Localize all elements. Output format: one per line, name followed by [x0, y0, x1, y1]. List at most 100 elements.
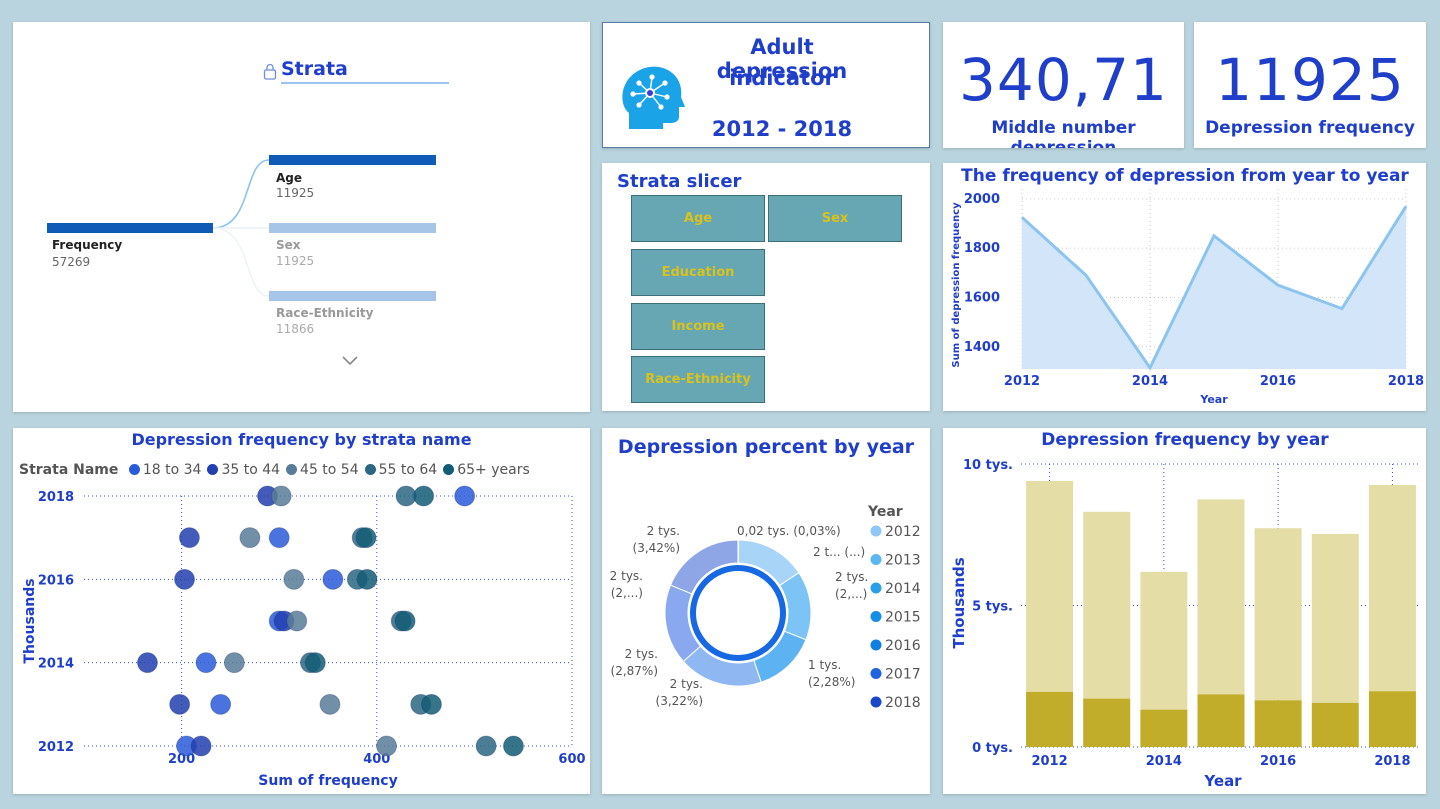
scatter-point[interactable]	[394, 610, 416, 632]
scatter-legend-item[interactable]: 35 to 44	[221, 462, 281, 478]
tree-node-race-bar[interactable]	[269, 291, 436, 301]
bar-segment-bottom[interactable]	[1140, 709, 1188, 747]
bar-segment-bottom[interactable]	[1368, 691, 1416, 747]
scatter-x-tick: 600	[558, 752, 585, 767]
donut-legend-item[interactable]: 2018	[885, 695, 921, 711]
bar-segment-bottom[interactable]	[1311, 702, 1359, 747]
header-title-line2: indicator	[729, 66, 835, 90]
donut-data-label: 2 tys.	[670, 677, 703, 691]
bar-segment-top[interactable]	[1311, 533, 1359, 703]
bar-segment-top[interactable]	[1083, 511, 1131, 699]
scatter-legend-item[interactable]: 18 to 34	[142, 462, 202, 478]
donut-legend-item[interactable]: 2016	[885, 638, 921, 654]
scatter-point[interactable]	[502, 735, 524, 757]
strata-underline	[281, 82, 449, 84]
scatter-legend-item[interactable]: 45 to 54	[300, 462, 359, 478]
scatter-point[interactable]	[169, 693, 191, 715]
slicer-option-education[interactable]: Education	[631, 249, 765, 296]
bar-y-tick: 5 tys.	[972, 600, 1013, 615]
legend-dot-icon	[443, 464, 455, 475]
scatter-point[interactable]	[355, 527, 377, 549]
strata-title: Strata	[281, 58, 348, 80]
kpi-mean-label: Middle number depression	[991, 118, 1136, 148]
strata-slicer-panel: Strata slicer Age Sex Education Income R…	[602, 163, 930, 411]
scatter-y-tick: 2014	[38, 657, 74, 672]
legend-dot-icon	[870, 611, 882, 622]
donut-data-label: (3,22%)	[656, 694, 703, 708]
scatter-point[interactable]	[475, 735, 497, 757]
scatter-point[interactable]	[136, 652, 158, 674]
donut-legend-item[interactable]: 2012	[885, 524, 921, 540]
scatter-point[interactable]	[174, 568, 196, 590]
scatter-point[interactable]	[420, 693, 442, 715]
bar-segment-top[interactable]	[1254, 528, 1302, 701]
donut-legend-item[interactable]: 2013	[885, 553, 921, 569]
scatter-point[interactable]	[319, 693, 341, 715]
scatter-title: Depression frequency by strata name	[131, 430, 472, 449]
scatter-y-tick: 2016	[38, 573, 74, 588]
scatter-point[interactable]	[210, 693, 232, 715]
tree-node-age-value: 11925	[276, 186, 315, 200]
scatter-point[interactable]	[190, 735, 212, 757]
bar-segment-bottom[interactable]	[1083, 698, 1131, 747]
scatter-point[interactable]	[395, 485, 417, 507]
donut-legend-item[interactable]: 2015	[885, 610, 921, 626]
scatter-legend-item[interactable]: 65+ years	[457, 462, 530, 478]
bar-segment-bottom[interactable]	[1026, 691, 1074, 747]
slicer-option-race-ethnicity[interactable]: Race-Ethnicity	[631, 356, 765, 403]
scatter-point[interactable]	[268, 527, 290, 549]
tree-node-age-label: Age	[276, 171, 303, 185]
area-chart-panel: The frequency of depression from year to…	[943, 163, 1426, 411]
bar-chart-title: Depression frequency by year	[1041, 430, 1329, 450]
donut-chart: Year 0,02 tys. (0,03%) 2 t... (...) 2 tys.…	[610, 504, 921, 711]
bar-segment-top[interactable]	[1368, 484, 1416, 692]
slicer-option-income[interactable]: Income	[631, 303, 765, 350]
root-node-value: 57269	[52, 255, 91, 269]
scatter-point[interactable]	[195, 652, 217, 674]
scatter-point[interactable]	[454, 485, 476, 507]
scatter-point[interactable]	[223, 652, 245, 674]
scatter-point[interactable]	[286, 610, 308, 632]
area-x-tick: 2014	[1132, 374, 1168, 389]
scatter-legend-title: Strata Name	[19, 462, 119, 478]
donut-legend-item[interactable]: 2014	[885, 581, 921, 597]
slicer-option-sex[interactable]: Sex	[768, 195, 902, 242]
bar-segment-top[interactable]	[1026, 480, 1074, 692]
donut-legend-item[interactable]: 2017	[885, 667, 921, 683]
area-chart-ylabel: Sum of depression frequency	[951, 202, 962, 368]
scatter-point[interactable]	[413, 485, 435, 507]
scatter-point[interactable]	[376, 735, 398, 757]
scatter-point[interactable]	[283, 568, 305, 590]
area-y-tick: 1800	[964, 241, 1000, 256]
scatter-point[interactable]	[322, 568, 344, 590]
area-fill	[1022, 206, 1406, 369]
area-x-tick: 2018	[1388, 374, 1424, 389]
bar-x-tick: 2012	[1031, 754, 1067, 769]
scatter-legend-item[interactable]: 55 to 64	[378, 462, 438, 478]
scatter-ylabel: Thousands	[22, 578, 38, 663]
tree-node-sex-bar[interactable]	[269, 223, 436, 233]
donut-data-label: 2 tys.	[835, 570, 868, 584]
bar-x-tick: 2014	[1146, 754, 1182, 769]
bar-segment-bottom[interactable]	[1197, 694, 1245, 747]
slicer-title: Strata slicer	[617, 171, 742, 192]
scatter-point[interactable]	[270, 485, 292, 507]
scatter-chart: Thousands Sum of frequency 2012 2014 2016 2…	[22, 485, 586, 789]
scatter-point[interactable]	[304, 652, 326, 674]
donut-data-label: 2 t... (...)	[813, 545, 865, 559]
bar-segment-top[interactable]	[1140, 571, 1188, 710]
area-series-line	[1020, 205, 1408, 371]
legend-dot-icon	[870, 554, 882, 565]
tree-node-age-bar[interactable]	[269, 155, 436, 165]
slicer-option-age[interactable]: Age	[631, 195, 765, 242]
donut-legend-title: Year	[867, 504, 903, 520]
kpi-mean-value: 340,71	[959, 46, 1168, 114]
root-node-bar[interactable]	[47, 223, 213, 233]
chevron-down-icon[interactable]	[341, 355, 359, 367]
scatter-point[interactable]	[239, 527, 261, 549]
bar-segment-top[interactable]	[1197, 499, 1245, 695]
scatter-point[interactable]	[178, 527, 200, 549]
bar-segment-bottom[interactable]	[1254, 700, 1302, 747]
donut-chart-panel: Depression percent by year Year 0,02 tys…	[602, 428, 930, 794]
scatter-point[interactable]	[356, 568, 378, 590]
